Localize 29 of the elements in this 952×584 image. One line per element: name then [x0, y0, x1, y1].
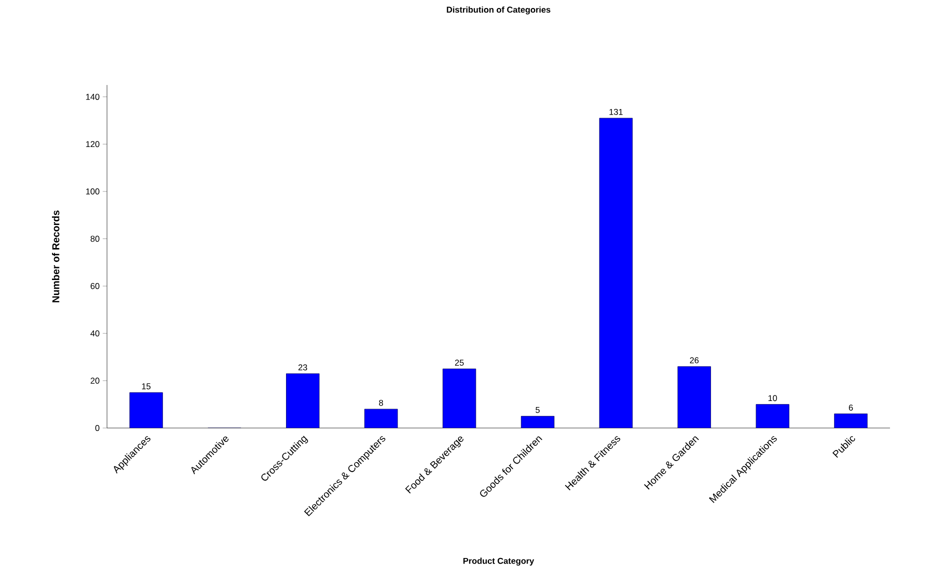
data-label: 6 — [848, 404, 853, 411]
bar — [521, 416, 554, 428]
y-tick-label: 120 — [86, 141, 100, 148]
bar — [756, 404, 790, 428]
y-axis-title: Number of Records — [52, 210, 60, 302]
bar — [678, 366, 711, 428]
data-label: 26 — [690, 357, 699, 364]
bar — [129, 392, 163, 428]
y-tick-label: 100 — [86, 188, 100, 194]
y-tick-label: 140 — [86, 94, 100, 100]
y-tick-label: 20 — [90, 378, 100, 384]
y-tick-label: 0 — [95, 424, 100, 432]
data-label: 23 — [298, 364, 308, 370]
data-label: 25 — [455, 360, 464, 366]
y-tick-label: 80 — [90, 236, 100, 242]
data-label: 15 — [142, 383, 151, 390]
bar — [286, 373, 320, 428]
data-label: 10 — [768, 395, 777, 402]
y-tick-label: 40 — [90, 330, 100, 336]
bar — [599, 118, 633, 428]
chart-title: Distribution of Categories — [446, 6, 550, 14]
data-label: 5 — [536, 407, 540, 413]
y-tick-label: 60 — [90, 283, 100, 290]
data-label: 8 — [379, 400, 384, 406]
bar — [364, 408, 398, 428]
data-label: 131 — [610, 108, 623, 115]
x-axis-title: Product Category — [463, 558, 534, 566]
bar — [834, 414, 868, 428]
bar — [442, 368, 476, 428]
